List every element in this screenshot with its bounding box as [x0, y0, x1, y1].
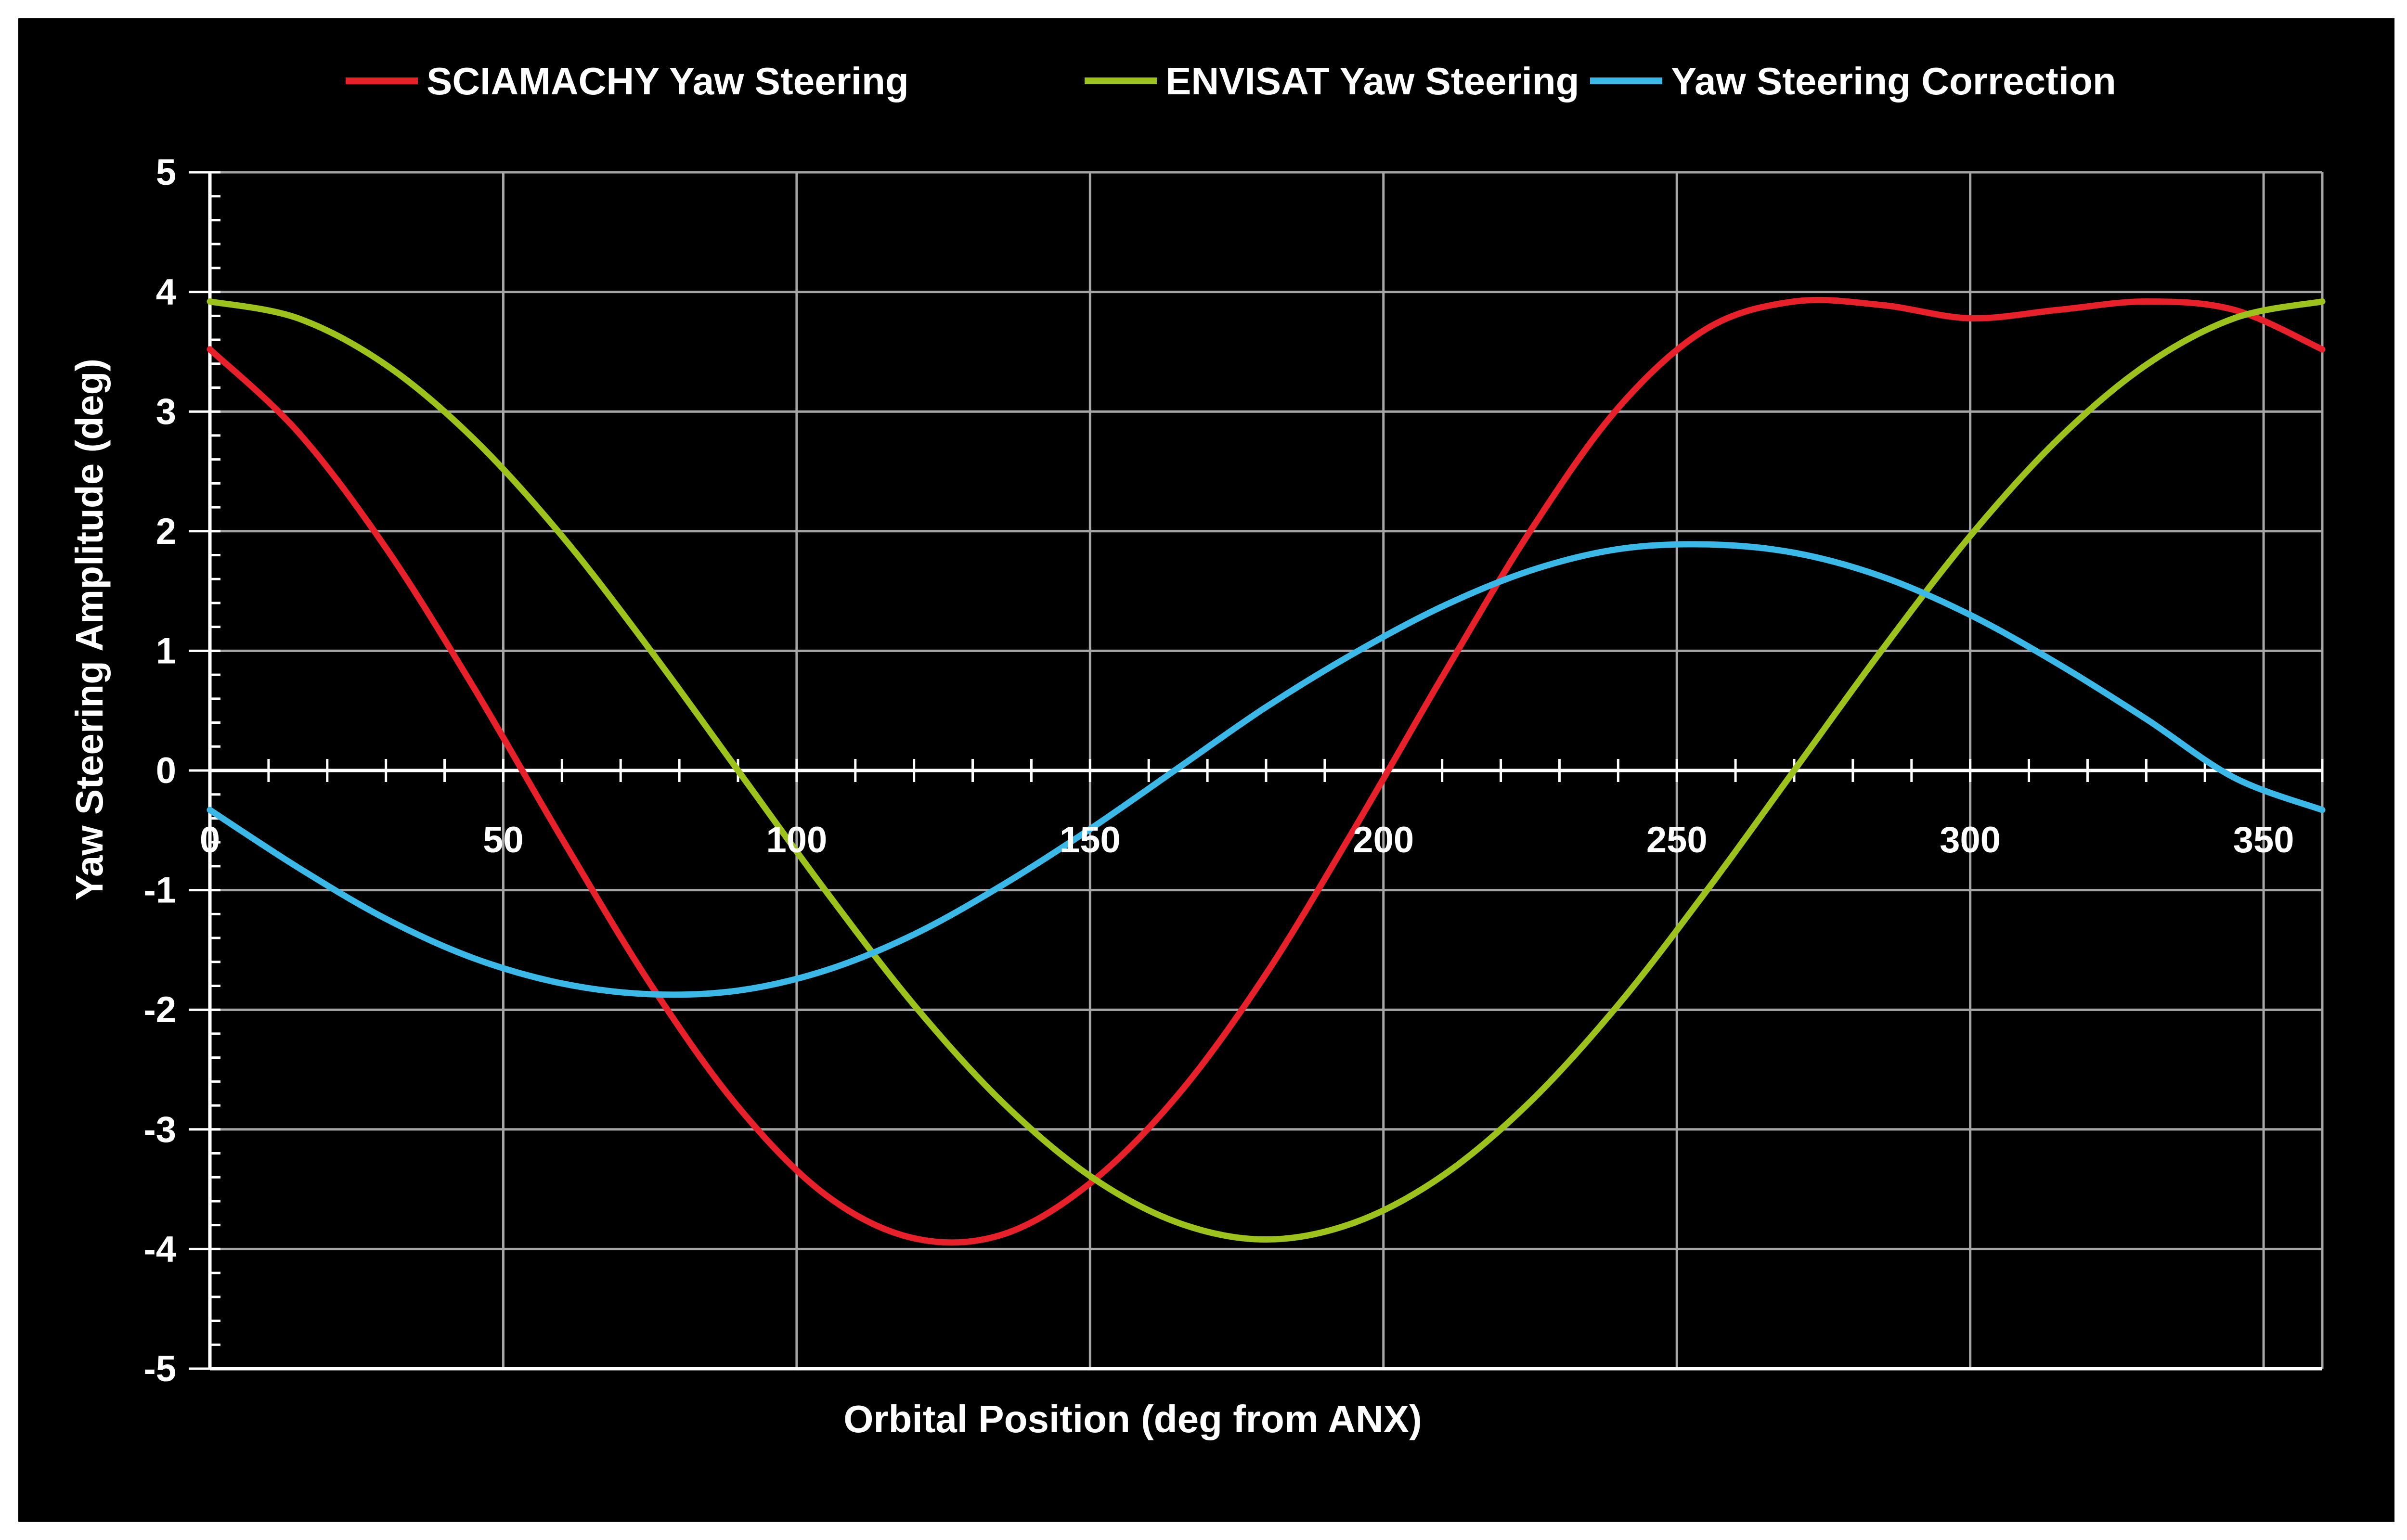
x-tick-label: 50	[483, 820, 524, 860]
x-tick-label: 350	[2233, 820, 2294, 860]
legend: SCIAMACHY Yaw Steering ENVISAT Yaw Steeri…	[346, 60, 2116, 103]
axes	[189, 171, 2324, 1371]
x-tick-label: 150	[1060, 820, 1121, 860]
x-axis-title: Orbital Position (deg from ANX)	[843, 1398, 1422, 1440]
y-tick-label: 4	[156, 272, 176, 313]
y-tick-label: 0	[156, 750, 176, 791]
x-tick-label: 100	[766, 820, 827, 860]
tick-labels: 5 4 3 2 1 0 -1 -2 -3 -4 -5 0 50 100 150 200 250 300 350	[143, 152, 2294, 1389]
chart-frame: 5 4 3 2 1 0 -1 -2 -3 -4 -5 0 50 100 150 200 250 300 350 SC…	[18, 18, 2394, 1522]
y-axis-title: Yaw Steering Amplitude (deg)	[68, 359, 111, 900]
y-tick-label: -1	[143, 870, 176, 911]
y-tick-label: -5	[143, 1348, 176, 1389]
series-layer	[207, 296, 2326, 1246]
series-line-2	[207, 541, 2326, 998]
x-tick-label: 0	[200, 820, 220, 860]
y-tick-label: -4	[143, 1229, 176, 1270]
y-tick-label: 2	[156, 511, 176, 552]
x-tick-label: 200	[1353, 820, 1414, 860]
y-tick-label: -3	[143, 1109, 176, 1150]
legend-label-0: SCIAMACHY Yaw Steering	[427, 60, 909, 103]
line-chart: 5 4 3 2 1 0 -1 -2 -3 -4 -5 0 50 100 150 200 250 300 350 SC…	[68, 60, 2326, 1440]
y-tick-label: 3	[156, 391, 176, 432]
series-line-1	[207, 298, 2326, 1243]
y-tick-label: 1	[156, 630, 176, 671]
legend-label-2: Yaw Steering Correction	[1671, 60, 2116, 103]
series-line-0	[207, 296, 2326, 1246]
y-tick-label: -2	[143, 989, 176, 1030]
legend-label-1: ENVISAT Yaw Steering	[1165, 60, 1579, 103]
x-tick-label: 300	[1940, 820, 2001, 860]
x-tick-label: 250	[1646, 820, 1708, 860]
y-tick-label: 5	[156, 152, 176, 193]
